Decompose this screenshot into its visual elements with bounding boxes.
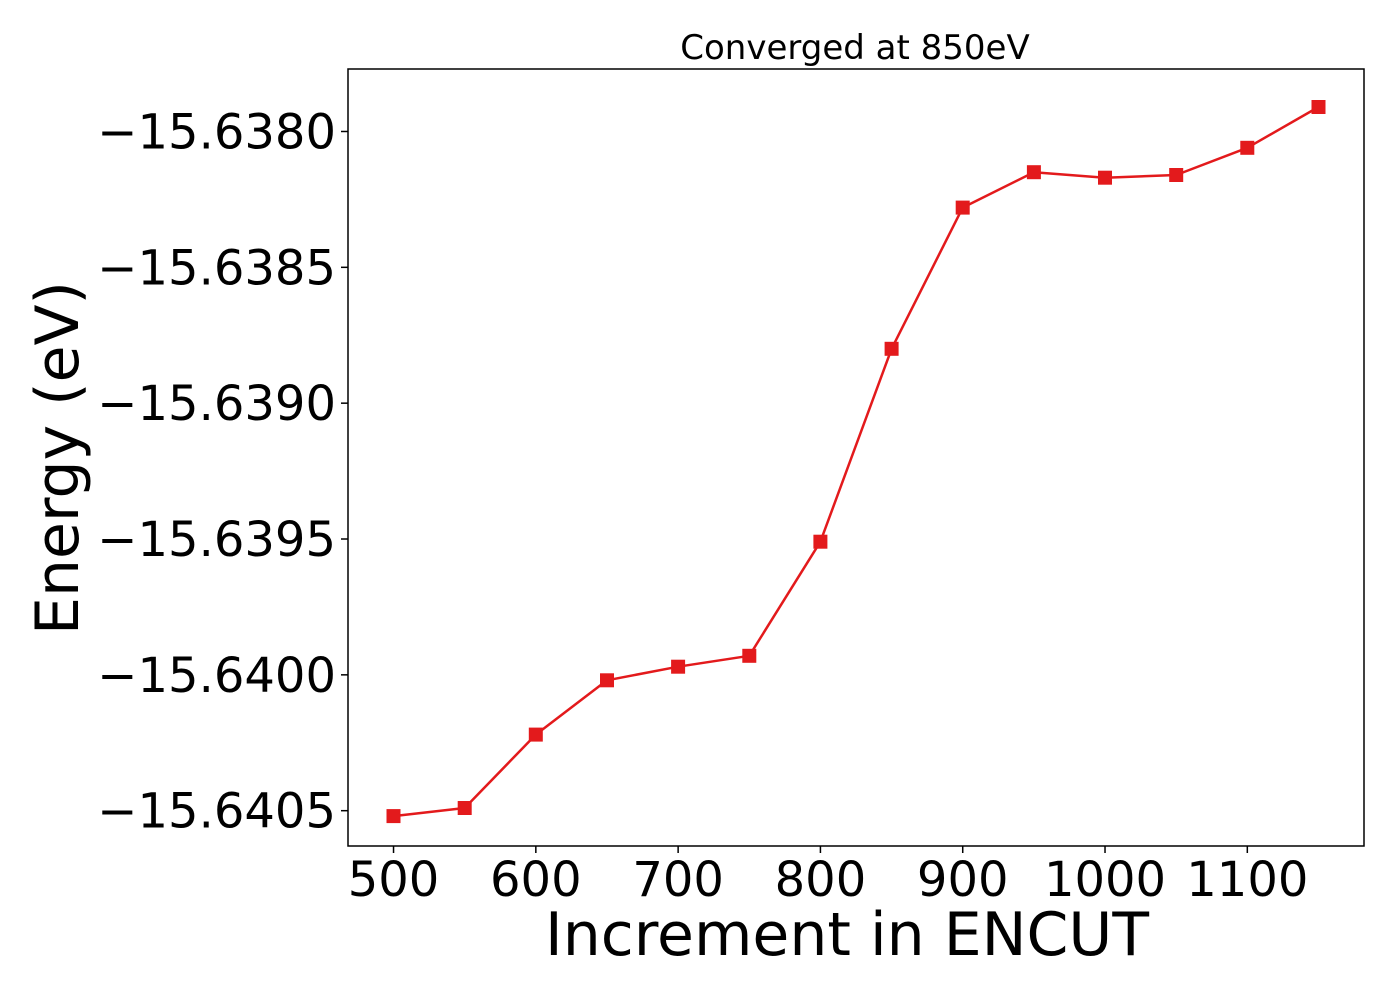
x-tick-label: 1100 bbox=[1186, 852, 1308, 908]
plot-frame bbox=[347, 68, 1365, 847]
data-point-marker bbox=[600, 673, 614, 688]
y-tick-label: −15.6390 bbox=[97, 376, 336, 432]
x-tick-label: 900 bbox=[917, 852, 1009, 908]
y-tick-label: −15.6380 bbox=[97, 104, 336, 160]
data-point-marker bbox=[813, 534, 828, 549]
x-tick-label: 600 bbox=[490, 852, 582, 908]
data-point-marker bbox=[1311, 100, 1326, 114]
y-axis: −15.6380 −15.6385 −15.6390 −15.6395 −15.6400… bbox=[97, 104, 348, 840]
data-point-marker bbox=[386, 809, 401, 824]
y-tick-label: −15.6385 bbox=[97, 240, 336, 296]
series-line bbox=[393, 105, 1320, 818]
data-point-marker bbox=[528, 727, 543, 742]
data-point-marker bbox=[955, 200, 970, 215]
y-tick-label: −15.6400 bbox=[97, 648, 336, 704]
data-point-marker bbox=[884, 341, 899, 356]
y-axis-label: Energy (eV) bbox=[23, 281, 93, 635]
data-point-marker bbox=[457, 801, 472, 815]
y-tick-label: −15.6405 bbox=[97, 784, 336, 840]
data-point-marker bbox=[1026, 165, 1041, 180]
data-point-marker bbox=[1169, 168, 1184, 182]
x-tick-label: 1000 bbox=[1044, 852, 1166, 908]
x-tick-label: 700 bbox=[632, 852, 724, 908]
x-tick-label: 800 bbox=[775, 852, 867, 908]
chart-title: Converged at 850eV bbox=[680, 28, 1029, 68]
plot-area bbox=[386, 100, 1326, 824]
x-axis-label: Increment in ENCUT bbox=[545, 900, 1149, 970]
x-tick-label: 500 bbox=[348, 852, 440, 908]
data-point-marker bbox=[1240, 140, 1255, 155]
data-point-marker bbox=[671, 659, 686, 674]
x-axis: 500 600 700 800 900 1000 1100 bbox=[348, 846, 1308, 908]
data-point-marker bbox=[1098, 170, 1112, 185]
data-point-marker bbox=[742, 648, 757, 663]
y-tick-label: −15.6395 bbox=[97, 512, 336, 568]
